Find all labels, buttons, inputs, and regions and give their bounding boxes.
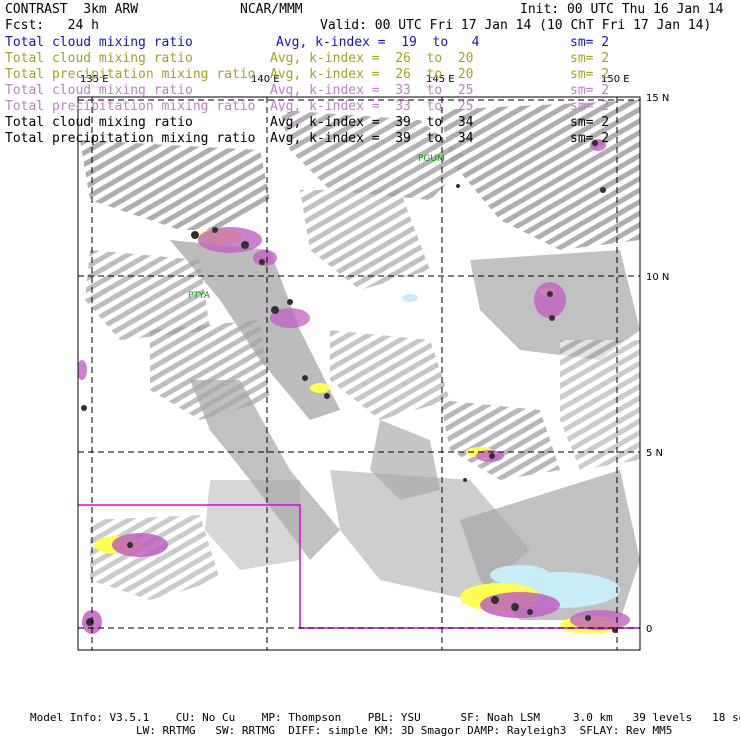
legend-stat: Avg, k-index = 39 to 34	[270, 115, 474, 130]
lat-lon-grid	[78, 97, 640, 650]
legend-sm: sm= 2	[570, 35, 610, 50]
cloud-field	[78, 100, 640, 634]
model-info-line2: LW: RRTMG SW: RRTMG DIFF: simple KM: 3D …	[30, 724, 673, 737]
lat-label: 10 N	[646, 272, 669, 283]
legend-sm: sm= 2	[570, 67, 610, 82]
legend-field: Total cloud mixing ratio	[5, 51, 193, 66]
legend-sm: sm= 2	[570, 83, 610, 98]
station-label-pgum: PGUM	[418, 154, 445, 164]
lat-label: 0	[646, 624, 652, 635]
map-frame	[77, 96, 641, 651]
valid-time: Valid: 00 UTC Fri 17 Jan 14 (10 ChT Fri …	[320, 18, 712, 33]
legend-field: Total precipitation mixing ratio	[5, 99, 256, 114]
legend-field: Total cloud mixing ratio	[5, 83, 193, 98]
lat-label: 5 N	[646, 448, 663, 459]
legend-stat: Avg, k-index = 19 to 4	[276, 35, 480, 50]
legend-field: Total precipitation mixing ratio	[5, 67, 256, 82]
legend-field: Total cloud mixing ratio	[5, 115, 193, 130]
lon-label: 135 E	[80, 74, 109, 85]
init-time: Init: 00 UTC Thu 16 Jan 14	[520, 2, 724, 17]
model-title: CONTRAST 3km ARW	[5, 2, 139, 17]
legend-field: Total precipitation mixing ratio	[5, 131, 256, 146]
center-name: NCAR/MMM	[240, 2, 303, 17]
legend-stat: Avg, k-index = 33 to 25	[270, 83, 474, 98]
station-label-ptya: PTYA	[188, 291, 211, 301]
legend-stat: Avg, k-index = 26 to 20	[270, 51, 474, 66]
lon-label: 150 E	[601, 74, 630, 85]
legend-field: Total cloud mixing ratio	[5, 35, 193, 50]
model-info-line1: Model Info: V3.5.1 CU: No Cu MP: Thompso…	[30, 711, 740, 724]
forecast-hour: Fcst: 24 h	[5, 18, 99, 33]
legend-stat: Avg, k-index = 33 to 25	[270, 99, 474, 114]
lat-label: 15 N	[646, 93, 669, 104]
legend-sm: sm= 2	[570, 131, 610, 146]
legend-sm: sm= 2	[570, 99, 610, 114]
lon-label: 145 E	[426, 74, 455, 85]
legend-stat: Avg, k-index = 39 to 34	[270, 131, 474, 146]
legend-stat: Avg, k-index = 26 to 20	[270, 67, 474, 82]
lon-label: 140 E	[251, 74, 280, 85]
legend-sm: sm= 2	[570, 51, 610, 66]
legend-sm: sm= 2	[570, 115, 610, 130]
